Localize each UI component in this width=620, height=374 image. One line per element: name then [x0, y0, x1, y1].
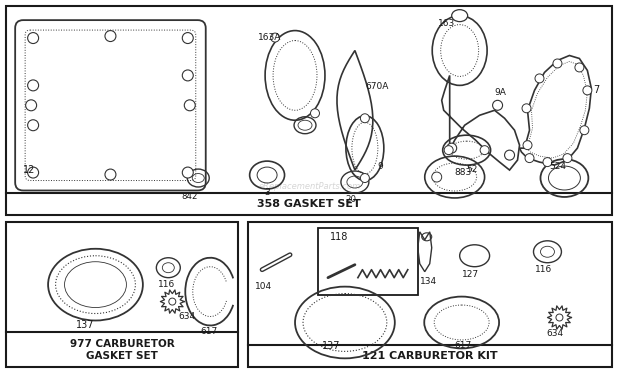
Text: 842: 842	[181, 192, 198, 201]
Text: eReplacementParts.com: eReplacementParts.com	[259, 181, 361, 190]
Text: 163: 163	[438, 19, 455, 28]
Ellipse shape	[452, 10, 467, 22]
Ellipse shape	[182, 33, 193, 43]
Bar	[318, 228, 418, 295]
Ellipse shape	[505, 150, 515, 160]
Ellipse shape	[553, 59, 562, 68]
Text: 116: 116	[534, 265, 552, 274]
Ellipse shape	[543, 157, 552, 166]
Ellipse shape	[182, 167, 193, 178]
Ellipse shape	[270, 33, 280, 42]
Ellipse shape	[28, 80, 38, 91]
Text: 163A: 163A	[258, 33, 281, 42]
Ellipse shape	[523, 141, 532, 150]
Text: 3: 3	[264, 188, 270, 197]
Ellipse shape	[184, 100, 195, 111]
Text: 883: 883	[454, 168, 472, 177]
Text: 137: 137	[76, 319, 94, 329]
Ellipse shape	[525, 154, 534, 163]
Ellipse shape	[446, 143, 457, 153]
Bar	[248, 222, 613, 367]
Ellipse shape	[360, 174, 370, 183]
Text: 7: 7	[593, 85, 600, 95]
Ellipse shape	[432, 172, 441, 182]
Ellipse shape	[25, 100, 37, 111]
Ellipse shape	[580, 126, 589, 135]
Text: 617: 617	[454, 341, 472, 350]
Text: 121 CARBURETOR KIT: 121 CARBURETOR KIT	[363, 351, 498, 361]
Text: 127: 127	[462, 270, 479, 279]
Ellipse shape	[360, 114, 370, 123]
Text: 134: 134	[420, 277, 437, 286]
Bar	[6, 222, 238, 367]
Text: 52: 52	[467, 165, 478, 174]
Ellipse shape	[563, 154, 572, 163]
Text: 116: 116	[158, 280, 175, 289]
Ellipse shape	[444, 145, 453, 154]
Ellipse shape	[311, 109, 319, 118]
Ellipse shape	[28, 33, 38, 43]
Ellipse shape	[28, 120, 38, 131]
Bar	[6, 6, 613, 215]
Text: 137: 137	[322, 341, 340, 352]
Text: 634: 634	[546, 329, 564, 338]
Ellipse shape	[480, 145, 489, 154]
Ellipse shape	[105, 31, 116, 42]
Ellipse shape	[493, 100, 503, 110]
Ellipse shape	[535, 74, 544, 83]
Text: 977 CARBURETOR
GASKET SET: 977 CARBURETOR GASKET SET	[69, 339, 174, 361]
Ellipse shape	[28, 167, 38, 178]
Text: 20: 20	[345, 195, 356, 204]
Ellipse shape	[105, 169, 116, 180]
Ellipse shape	[182, 70, 193, 81]
Ellipse shape	[583, 86, 592, 95]
Text: 524: 524	[549, 162, 567, 171]
Text: 104: 104	[255, 282, 272, 291]
Text: 12: 12	[23, 165, 35, 175]
Ellipse shape	[522, 104, 531, 113]
Text: 617: 617	[200, 328, 218, 337]
Text: 358 GASKET SET: 358 GASKET SET	[257, 199, 361, 209]
Ellipse shape	[575, 63, 584, 72]
Text: 9: 9	[378, 162, 384, 171]
Text: 634: 634	[179, 312, 195, 321]
Text: 670A: 670A	[365, 82, 388, 91]
Text: 118: 118	[330, 232, 348, 242]
Text: 9A: 9A	[495, 88, 507, 97]
